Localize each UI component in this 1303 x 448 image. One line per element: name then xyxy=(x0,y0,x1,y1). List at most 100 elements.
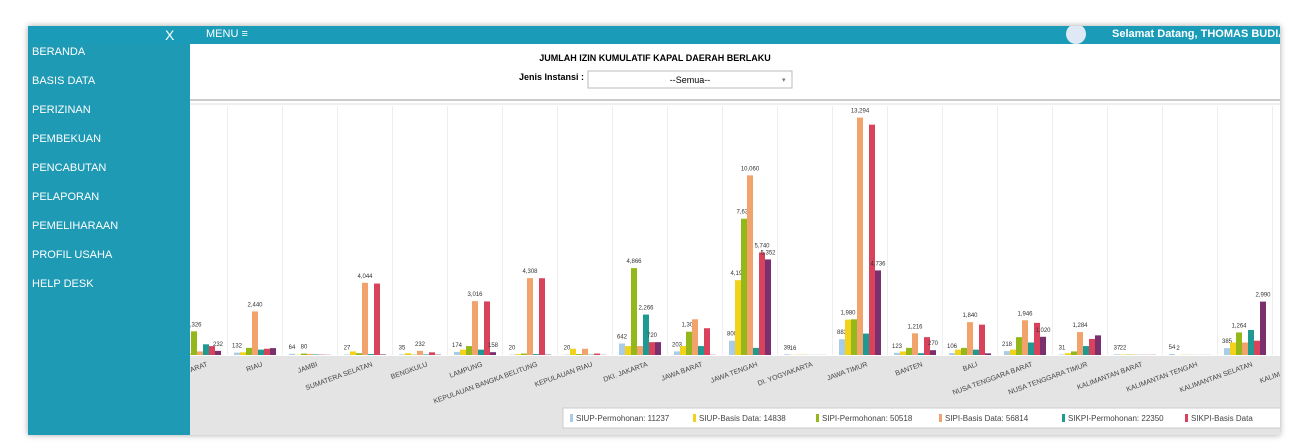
bar xyxy=(1260,301,1266,355)
close-button[interactable]: X xyxy=(165,27,175,43)
bar xyxy=(582,348,588,355)
bar xyxy=(979,324,985,355)
data-label: 20 xyxy=(564,346,571,352)
bar xyxy=(1028,342,1034,355)
bar xyxy=(570,348,576,355)
sidebar: BERANDA BASIS DATA PERIZINAN PEMBEKUAN PENCA… xyxy=(28,44,190,435)
bar xyxy=(1004,351,1010,355)
bar xyxy=(869,124,875,356)
data-label: 4,866 xyxy=(626,259,642,265)
bar xyxy=(350,351,356,355)
legend xyxy=(562,407,1280,429)
bar xyxy=(191,331,197,355)
bar xyxy=(429,352,435,355)
bar xyxy=(417,350,423,355)
greeting: Selamat Datang, THOMAS BUDIAR K xyxy=(1112,28,1280,40)
bar xyxy=(1224,348,1230,355)
data-label: 1,284 xyxy=(1072,323,1088,329)
bar xyxy=(619,343,625,355)
bar xyxy=(368,354,374,355)
menu-item[interactable]: PEMELIHARAAN xyxy=(32,220,119,232)
bar xyxy=(246,347,252,355)
data-label: 10,060 xyxy=(741,166,760,172)
bar xyxy=(973,349,979,355)
bar xyxy=(1022,320,1028,355)
bar xyxy=(490,352,496,355)
bar xyxy=(741,218,747,355)
bar xyxy=(918,353,924,355)
bar xyxy=(521,353,527,355)
bar xyxy=(190,353,191,355)
bar xyxy=(1254,340,1260,355)
data-label: 1,216 xyxy=(907,324,923,330)
bar xyxy=(759,252,765,355)
bar xyxy=(753,347,759,355)
menu-item[interactable]: BASIS DATA xyxy=(32,75,96,87)
bar xyxy=(1010,349,1016,355)
legend-swatch xyxy=(570,414,573,422)
data-label: 232 xyxy=(415,342,426,348)
data-label: 80 xyxy=(301,345,308,351)
data-label: 3,016 xyxy=(467,292,483,298)
bar xyxy=(527,278,533,355)
data-label: 31 xyxy=(1059,345,1066,351)
bar xyxy=(472,301,478,355)
bar xyxy=(686,331,692,355)
bar xyxy=(203,344,209,355)
bar xyxy=(1016,337,1022,355)
bar xyxy=(765,259,771,355)
bar xyxy=(674,351,680,355)
bar xyxy=(863,333,869,355)
bar xyxy=(240,352,246,355)
bar xyxy=(1114,354,1120,355)
data-label: 158 xyxy=(488,343,499,349)
bar xyxy=(466,346,472,355)
menu-item[interactable]: PEMBEKUAN xyxy=(32,133,102,145)
legend-label: SIKPI-Basis Data xyxy=(1191,414,1253,423)
legend-label: SIPI-Basis Data: 56814 xyxy=(945,414,1029,423)
menu-item[interactable]: PENCABUTAN xyxy=(32,162,107,174)
data-label: 174 xyxy=(452,343,463,349)
bar xyxy=(930,350,936,355)
legend-swatch xyxy=(693,414,696,422)
data-label: 4,191 xyxy=(730,271,746,277)
data-label: 1,980 xyxy=(840,311,856,317)
data-label: 642 xyxy=(617,335,628,341)
bar xyxy=(258,349,264,355)
data-label: 5,352 xyxy=(760,250,776,256)
bar xyxy=(209,346,215,355)
menu-item[interactable]: PROFIL USAHA xyxy=(32,249,113,261)
bar xyxy=(985,353,991,355)
bar xyxy=(533,354,539,355)
bar xyxy=(1083,346,1089,355)
menu-item[interactable]: BERANDA xyxy=(32,46,86,58)
bar xyxy=(454,351,460,355)
bar xyxy=(839,339,845,355)
data-label: 203 xyxy=(672,342,683,348)
menu-item[interactable]: HELP DESK xyxy=(32,278,94,290)
bar xyxy=(1071,351,1077,355)
menu-item[interactable]: PELAPORAN xyxy=(32,191,100,203)
bar xyxy=(478,349,484,355)
data-label: 385 xyxy=(1222,339,1233,345)
bar xyxy=(637,346,643,355)
filter-select[interactable] xyxy=(587,70,793,89)
data-label: 13,294 xyxy=(851,109,870,115)
avatar xyxy=(1066,26,1086,44)
menu-item[interactable]: PERIZINAN xyxy=(32,104,91,116)
bar xyxy=(949,353,955,355)
data-label: 106 xyxy=(947,344,958,350)
data-label: 800 xyxy=(727,332,738,338)
filter-label: Jenis Instansi : xyxy=(519,72,584,82)
data-label: 37 xyxy=(1114,345,1121,351)
data-label: 39 xyxy=(784,345,791,351)
bar xyxy=(1230,342,1236,355)
bar xyxy=(1040,336,1046,355)
bar xyxy=(875,270,881,355)
bar xyxy=(1077,332,1083,355)
menu-button[interactable]: MENU ≡ xyxy=(206,28,248,40)
bar xyxy=(857,117,863,355)
bar xyxy=(380,354,386,355)
bar xyxy=(894,352,900,355)
